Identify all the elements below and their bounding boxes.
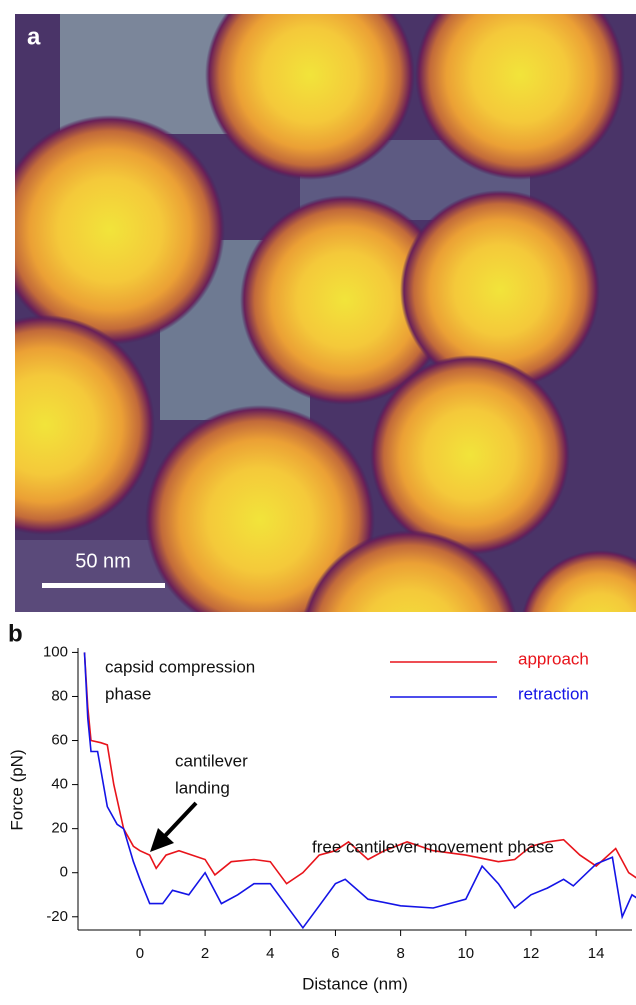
y-tick-label: 0 xyxy=(60,864,68,881)
y-axis-label: Force (pN) xyxy=(7,749,26,830)
annotation: capsid compression xyxy=(105,657,255,676)
annotation: landing xyxy=(175,778,230,797)
x-tick-label: 4 xyxy=(266,945,274,962)
annotation: cantilever xyxy=(175,751,248,770)
x-tick-label: 2 xyxy=(201,945,209,962)
y-tick-label: 100 xyxy=(43,643,68,660)
y-tick-label: 80 xyxy=(51,687,68,704)
annotation: phase xyxy=(105,684,151,703)
annotation-arrow xyxy=(163,803,196,838)
y-tick-label: 20 xyxy=(51,820,68,837)
y-tick-label: 40 xyxy=(51,776,68,793)
panel-label: a xyxy=(27,23,41,50)
y-tick-label: -20 xyxy=(46,908,68,925)
y-tick-label: 60 xyxy=(51,732,68,749)
x-tick-label: 0 xyxy=(136,945,144,962)
x-tick-label: 10 xyxy=(457,945,474,962)
x-tick-label: 8 xyxy=(396,945,404,962)
afm-image xyxy=(0,0,636,750)
legend-label: retraction xyxy=(518,684,589,703)
scale-bar-label: 50 nm xyxy=(75,550,131,572)
x-tick-label: 14 xyxy=(588,945,605,962)
scale-bar xyxy=(42,583,165,588)
x-tick-label: 12 xyxy=(523,945,540,962)
annotation: free cantilever movement phase xyxy=(312,837,554,856)
legend-label: approach xyxy=(518,649,589,668)
panel-label: b xyxy=(8,620,23,647)
x-axis-label: Distance (nm) xyxy=(302,974,408,993)
x-tick-label: 6 xyxy=(331,945,339,962)
